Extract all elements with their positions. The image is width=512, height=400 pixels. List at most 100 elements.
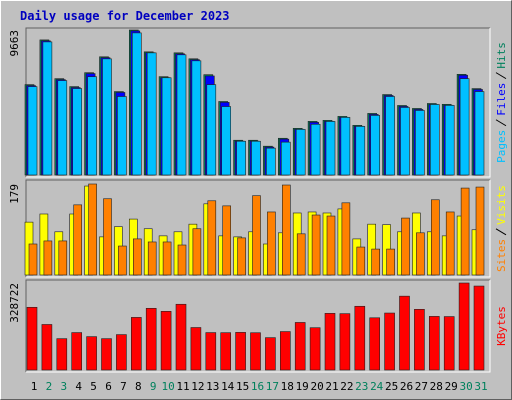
bar — [207, 200, 217, 276]
x-tick-label: 21 — [325, 380, 338, 393]
bar — [71, 332, 82, 371]
bar — [311, 214, 321, 276]
bar — [86, 336, 97, 371]
bar — [176, 54, 187, 176]
y-tick-label: 9663 — [8, 30, 21, 57]
bar — [370, 115, 381, 176]
x-tick-label: 20 — [310, 380, 323, 393]
bar — [280, 141, 291, 176]
bar — [443, 316, 455, 371]
bar — [101, 338, 112, 371]
bar — [190, 327, 202, 371]
legend-entry: Hits — [495, 42, 508, 69]
bar — [295, 129, 306, 176]
panel-border-light — [26, 280, 491, 373]
legend-separator — [495, 228, 507, 236]
x-tick-label: 1 — [31, 380, 38, 393]
x-tick-label: 6 — [105, 380, 112, 393]
bar — [250, 332, 261, 371]
bar — [133, 238, 142, 276]
bar — [385, 96, 395, 176]
bar — [265, 337, 276, 371]
bar — [384, 312, 395, 371]
y-tick-label: 179 — [8, 184, 21, 204]
panel-border-light — [26, 180, 491, 278]
x-tick-label: 9 — [150, 380, 157, 393]
bar — [474, 91, 485, 176]
bar — [369, 317, 381, 371]
panel-border-dark — [25, 279, 490, 372]
bar — [175, 303, 187, 371]
bar — [310, 123, 321, 176]
bar — [356, 246, 366, 276]
bar — [162, 241, 172, 276]
bar — [444, 105, 455, 176]
bar — [473, 285, 485, 371]
x-tick-label: 18 — [281, 380, 294, 393]
x-tick-label: 2 — [46, 380, 53, 393]
bar — [103, 198, 112, 276]
bar — [28, 243, 38, 276]
x-tick-label: 14 — [221, 380, 235, 393]
bar — [205, 332, 217, 371]
bar — [416, 232, 425, 276]
legend-entry: Pages — [495, 130, 508, 163]
legend-separator — [495, 119, 507, 127]
bar — [400, 107, 410, 176]
legend: Pages Files Hits — [495, 42, 508, 163]
bar — [192, 228, 202, 276]
x-tick-label: 15 — [236, 380, 249, 393]
bar — [56, 338, 68, 371]
bar — [236, 140, 246, 176]
x-tick-label: 12 — [191, 380, 204, 393]
bar — [237, 237, 246, 276]
bar — [57, 80, 68, 176]
x-tick-label: 19 — [296, 380, 309, 393]
bar — [294, 322, 306, 371]
bar — [252, 195, 261, 276]
bar — [445, 211, 455, 276]
x-tick-label: 24 — [370, 380, 384, 393]
bar — [279, 331, 291, 371]
x-tick-label: 27 — [415, 380, 428, 393]
bar — [118, 245, 127, 276]
legend-entry: Visits — [495, 185, 508, 225]
bar — [459, 78, 470, 176]
bar — [88, 183, 97, 276]
x-tick-label: 8 — [135, 380, 142, 393]
legend: KBytes — [495, 306, 508, 346]
bar — [43, 240, 53, 276]
bar — [147, 241, 157, 276]
legend-separator — [495, 72, 507, 80]
x-tick-label: 23 — [355, 380, 368, 393]
bar — [27, 86, 38, 176]
x-tick-label: 29 — [445, 380, 458, 393]
bar — [429, 104, 440, 176]
bar — [206, 84, 217, 176]
bar — [371, 248, 381, 276]
legend: Sites Visits — [495, 185, 508, 272]
bar — [191, 60, 202, 176]
bar — [355, 126, 366, 176]
bar — [386, 248, 395, 276]
x-tick-label: 13 — [206, 380, 219, 393]
bar — [281, 184, 291, 276]
x-tick-label: 10 — [161, 380, 174, 393]
bar — [132, 32, 142, 176]
x-tick-label: 16 — [251, 380, 264, 393]
bar — [73, 204, 82, 276]
bar — [458, 282, 470, 371]
y-tick-label: 328722 — [8, 283, 21, 323]
bar — [267, 211, 276, 276]
x-tick-label: 3 — [60, 380, 67, 393]
bar — [161, 77, 172, 176]
bar — [42, 41, 53, 176]
bar — [340, 117, 351, 176]
bar — [326, 215, 336, 276]
bar — [309, 327, 321, 371]
bar — [117, 96, 127, 176]
x-tick-label: 5 — [90, 380, 97, 393]
bar — [460, 187, 470, 276]
